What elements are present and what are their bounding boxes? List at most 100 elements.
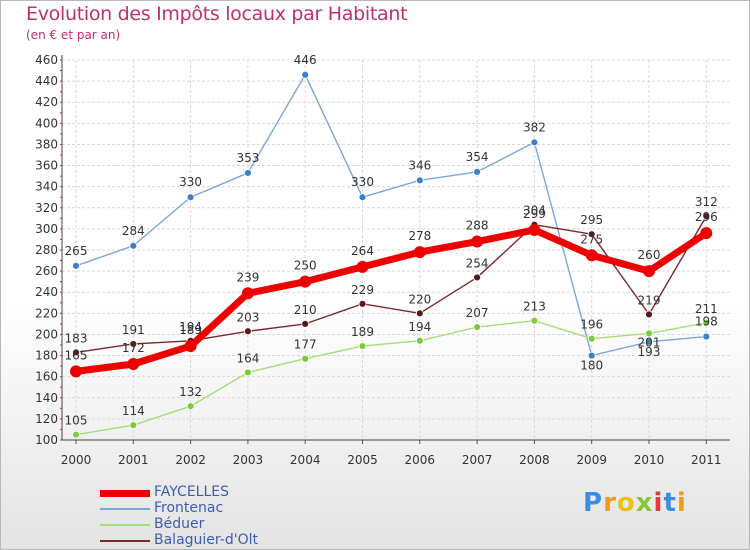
y-tick-label: 180 — [35, 349, 58, 363]
series-point-0 — [184, 340, 197, 353]
data-label: 330 — [351, 175, 374, 189]
y-tick-label: 120 — [35, 412, 58, 426]
series-point-2 — [186, 402, 195, 411]
data-label: 164 — [236, 351, 259, 365]
series-point-1 — [473, 167, 482, 176]
data-label: 220 — [408, 292, 431, 306]
series-point-3 — [415, 309, 424, 318]
data-label: 299 — [523, 207, 546, 221]
y-tick-label: 420 — [35, 95, 58, 109]
data-label: 354 — [466, 150, 489, 164]
proxiti-logo: Proxiti — [583, 488, 687, 518]
x-tick-label: 2006 — [405, 453, 436, 467]
series-point-2 — [702, 318, 711, 327]
data-label: 193 — [638, 345, 661, 359]
y-tick-label: 300 — [35, 222, 58, 236]
data-label: 213 — [523, 300, 546, 314]
y-tick-label: 160 — [35, 370, 58, 384]
series-point-1 — [243, 169, 252, 177]
series-line-3 — [75, 215, 707, 354]
series-point-3 — [473, 273, 482, 282]
logo-letter: i — [676, 488, 687, 518]
legend-swatch-frontenac — [100, 508, 150, 510]
series-point-0 — [127, 358, 140, 370]
logo-letter: t — [663, 488, 677, 518]
data-label: 278 — [408, 229, 431, 243]
series-point-3 — [702, 212, 711, 221]
data-label: 250 — [294, 259, 317, 273]
data-label: 211 — [695, 302, 718, 316]
data-label: 114 — [122, 404, 145, 418]
legend-swatch-faycelles — [100, 490, 150, 497]
series-point-2 — [587, 334, 596, 343]
series-point-0 — [700, 227, 713, 240]
series-point-0 — [643, 265, 655, 278]
data-label: 203 — [236, 310, 259, 324]
x-tick-label: 2003 — [233, 453, 264, 467]
series-point-0 — [413, 246, 426, 259]
data-label: 330 — [179, 175, 202, 189]
data-label: 191 — [122, 323, 145, 337]
series-point-0 — [241, 287, 254, 300]
y-tick-label: 100 — [35, 433, 58, 447]
series-point-2 — [415, 336, 424, 345]
y-tick-label: 460 — [35, 53, 58, 67]
y-tick-label: 400 — [35, 116, 58, 130]
data-label: 295 — [580, 213, 603, 227]
data-label: 446 — [294, 53, 317, 67]
data-label: 183 — [65, 331, 88, 345]
legend-item-frontenac[interactable]: Frontenac — [100, 500, 360, 516]
series-line-2 — [75, 320, 707, 436]
data-label: 172 — [122, 341, 145, 355]
series-point-1 — [72, 261, 80, 270]
chart-subtitle: (en € et par an) — [26, 28, 121, 42]
series-point-1 — [645, 337, 653, 346]
data-label: 353 — [236, 151, 259, 165]
y-tick-label: 360 — [35, 159, 58, 173]
data-label: 189 — [179, 323, 202, 337]
y-tick-label: 380 — [35, 137, 58, 151]
legend-item-beduer[interactable]: Béduer — [100, 516, 360, 532]
series-point-3 — [358, 299, 367, 308]
legend-item-balaguier[interactable]: Balaguier-d'Olt — [100, 532, 360, 548]
data-label: 346 — [408, 158, 431, 172]
x-tick-label: 2008 — [519, 453, 550, 467]
series-point-2 — [129, 421, 138, 430]
y-tick-label: 240 — [35, 285, 58, 299]
y-tick-label: 440 — [35, 74, 58, 88]
logo-letter: o — [616, 488, 636, 518]
data-label: 201 — [638, 335, 661, 349]
y-tick-label: 340 — [35, 180, 58, 194]
series-point-1 — [530, 138, 539, 147]
series-point-0 — [356, 260, 369, 273]
data-label: 177 — [294, 338, 317, 352]
series-point-2 — [243, 368, 252, 377]
series-point-1 — [415, 176, 424, 185]
series-point-2 — [473, 323, 482, 331]
legend-label-balaguier: Balaguier-d'Olt — [154, 532, 258, 548]
series-point-3 — [645, 310, 653, 319]
x-tick-label: 2002 — [175, 453, 206, 467]
legend-swatch-beduer — [100, 524, 150, 526]
data-label: 189 — [351, 325, 374, 339]
data-label: 180 — [580, 359, 603, 373]
data-label: 239 — [236, 270, 259, 284]
x-tick-label: 2010 — [634, 453, 665, 467]
series-point-0 — [585, 249, 598, 262]
data-label: 265 — [65, 244, 88, 258]
y-tick-label: 260 — [35, 264, 58, 278]
series-point-2 — [358, 342, 367, 350]
series-point-1 — [301, 70, 310, 79]
series-point-0 — [471, 235, 484, 248]
x-tick-label: 2005 — [347, 453, 378, 467]
legend-item-faycelles[interactable]: FAYCELLES — [100, 484, 360, 500]
y-tick-label: 220 — [35, 306, 58, 320]
data-label: 165 — [65, 348, 88, 362]
logo-letter: x — [635, 488, 654, 518]
logo-letter: r — [603, 488, 617, 518]
data-label: 312 — [695, 195, 718, 209]
legend-swatch-balaguier — [100, 540, 150, 542]
logo-letter: i — [653, 488, 664, 518]
